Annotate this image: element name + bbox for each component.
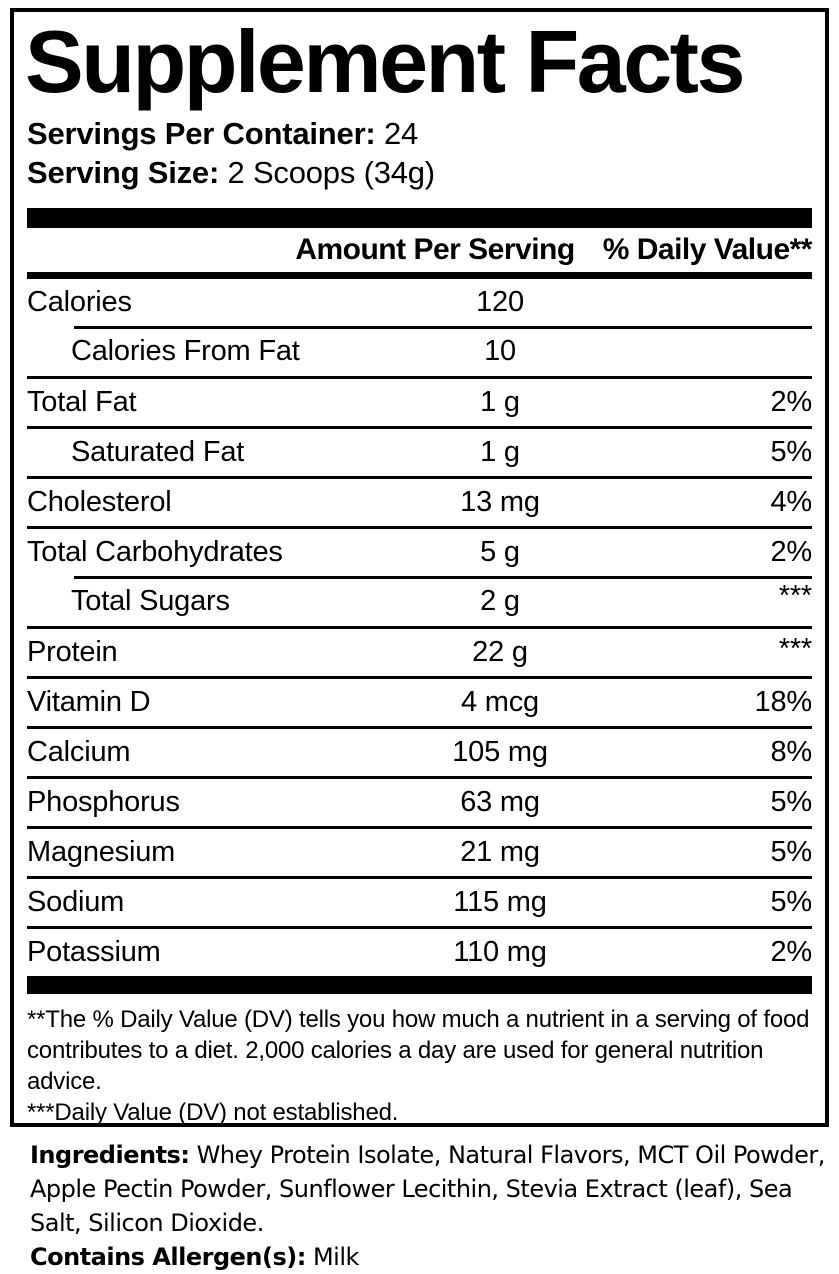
table-row-protein: Protein 22 g *** (27, 626, 812, 676)
nutrient-name: Calories From Fat (71, 334, 300, 367)
nutrient-name: Sodium (27, 886, 125, 918)
allergen-value: Milk (312, 1243, 359, 1271)
table-row-total-carbohydrates: Total Carbohydrates 5 g 2% (27, 526, 812, 576)
table-row-sodium: Sodium 115 mg 5% (27, 876, 812, 926)
table-row-calories-from-fat: Calories From Fat 10 (27, 326, 812, 376)
nutrient-name: Cholesterol (27, 486, 172, 518)
table-row-calcium: Calcium 105 mg 8% (27, 726, 812, 776)
footnotes: **The % Daily Value (DV) tells you how m… (27, 1004, 812, 1128)
nutrient-amount: 2 g (480, 584, 520, 617)
table-row-potassium: Potassium 110 mg 2% (27, 926, 812, 976)
serving-size-value: 2 Scoops (34g) (227, 155, 436, 190)
nutrient-amount: 5 g (480, 536, 520, 568)
table-row-total-sugars: Total Sugars 2 g *** (27, 576, 812, 626)
allergen-line: Contains Allergen(s): Milk (30, 1240, 826, 1274)
servings-value: 24 (383, 116, 419, 151)
nutrient-amount: 1 g (480, 386, 520, 418)
table-row-total-fat: Total Fat 1 g 2% (27, 376, 812, 426)
nutrient-name: Total Sugars (71, 584, 230, 617)
nutrient-daily-value: *** (778, 633, 812, 665)
nutrient-name: Calories (27, 286, 132, 318)
nutrient-amount: 4 mcg (461, 686, 539, 718)
serving-size-label: Serving Size: (27, 155, 220, 190)
table-row-cholesterol: Cholesterol 13 mg 4% (27, 476, 812, 526)
nutrient-amount: 120 (476, 286, 524, 318)
nutrient-daily-value: 5% (770, 836, 812, 868)
allergen-label: Contains Allergen(s): (30, 1243, 306, 1271)
nutrient-amount: 13 mg (460, 486, 540, 518)
nutrient-amount: 63 mg (460, 786, 540, 818)
serving-size: Serving Size: 2 Scoops (34g) (27, 153, 812, 192)
table-row-saturated-fat: Saturated Fat 1 g 5% (27, 426, 812, 476)
ingredients-line: Ingredients: Whey Protein Isolate, Natur… (30, 1138, 826, 1240)
nutrient-name: Phosphorus (27, 786, 180, 818)
nutrient-daily-value: 2% (770, 386, 812, 418)
divider-bar-top (27, 208, 812, 228)
nutrient-name: Total Carbohydrates (27, 536, 283, 568)
daily-value-header: % Daily Value** (602, 233, 813, 266)
nutrient-name: Magnesium (27, 836, 176, 868)
table-row-phosphorus: Phosphorus 63 mg 5% (27, 776, 812, 826)
nutrient-daily-value: 4% (770, 486, 812, 518)
nutrient-amount: 1 g (480, 436, 520, 468)
nutrient-name: Total Fat (27, 386, 137, 418)
nutrient-amount: 22 g (472, 636, 528, 668)
nutrient-daily-value: 2% (770, 936, 812, 968)
nutrient-name: Calcium (27, 736, 131, 768)
nutrient-amount: 105 mg (452, 736, 548, 768)
ingredients-section: Ingredients: Whey Protein Isolate, Natur… (30, 1138, 826, 1274)
nutrient-amount: 115 mg (453, 886, 547, 918)
table-row-calories: Calories 120 (27, 279, 812, 326)
not-established-footnote: ***Daily Value (DV) not established. (27, 1099, 399, 1126)
nutrient-name: Potassium (27, 936, 161, 968)
nutrient-daily-value: *** (778, 580, 812, 612)
table-header-row: Amount Per Serving % Daily Value** (27, 228, 813, 279)
nutrient-daily-value: 5% (770, 786, 812, 818)
panel-title: Supplement Facts (25, 12, 745, 111)
nutrient-amount: 21 mg (460, 836, 540, 868)
nutrient-name: Saturated Fat (71, 436, 245, 468)
ingredients-list: Whey Protein Isolate, Natural Flavors, M… (30, 1141, 825, 1237)
nutrient-daily-value: 18% (754, 686, 813, 718)
amount-per-serving-header: Amount Per Serving (295, 233, 575, 266)
nutrient-amount: 110 mg (453, 936, 547, 968)
table-row-vitamin-d: Vitamin D 4 mcg 18% (27, 676, 812, 726)
nutrient-amount: 10 (484, 334, 516, 367)
servings-per-container: Servings Per Container: 24 (27, 114, 812, 153)
table-row-magnesium: Magnesium 21 mg 5% (27, 826, 812, 876)
servings-label: Servings Per Container: (27, 116, 376, 151)
divider-bar-bottom (27, 976, 812, 994)
nutrient-daily-value: 8% (770, 736, 812, 768)
nutrient-name: Vitamin D (27, 686, 151, 718)
nutrient-name: Protein (27, 636, 118, 668)
nutrient-daily-value: 5% (770, 436, 812, 468)
daily-value-footnote: **The % Daily Value (DV) tells you how m… (27, 1006, 810, 1095)
nutrient-daily-value: 2% (770, 536, 812, 568)
supplement-facts-panel: Supplement Facts Servings Per Container:… (10, 8, 829, 1127)
ingredients-label: Ingredients: (30, 1141, 190, 1169)
nutrient-daily-value: 5% (770, 886, 812, 918)
